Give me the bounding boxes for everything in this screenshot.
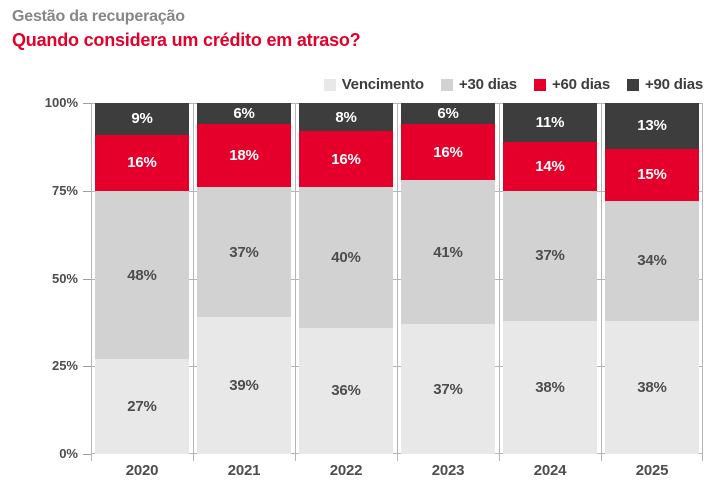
- bar-segment: 38%: [502, 320, 597, 454]
- legend: Vencimento +30 dias +60 dias +90 dias: [91, 76, 703, 93]
- bar-segment: 8%: [298, 103, 393, 132]
- chart-subtitle: Quando considera um crédito em atraso?: [12, 30, 361, 50]
- bar-column: 36% 40% 16% 8%: [298, 103, 393, 454]
- bar-segment-label: 18%: [229, 147, 259, 165]
- grid-line-v: [192, 103, 194, 461]
- legend-label: +90 dias: [644, 76, 703, 93]
- y-tick-label: 100%: [44, 95, 78, 110]
- grid-line-v: [601, 103, 602, 461]
- x-tick-label: 2021: [227, 462, 261, 479]
- bar-segment-label: 41%: [433, 243, 463, 261]
- bar-segment: 39%: [196, 317, 291, 454]
- grid-line-v: [397, 103, 398, 461]
- bar-segment-label: 11%: [535, 113, 565, 131]
- bar-segment-label: 16%: [433, 143, 463, 161]
- bar-column: 38% 37% 14% 11%: [502, 103, 597, 454]
- bar-segment-label: 14%: [535, 157, 565, 175]
- x-tick-label: 2023: [431, 462, 465, 479]
- bar-segment-label: 9%: [131, 110, 153, 128]
- grid-line-v: [702, 103, 703, 461]
- bar-segment: 18%: [196, 124, 291, 188]
- bar-segment-label: 37%: [535, 247, 565, 265]
- y-tick-label: 0%: [59, 446, 78, 461]
- grid-line-v: [91, 103, 92, 461]
- plot-area: 27% 48% 16% 9% 39% 37% 18% 6% 36% 40% 16% 8% 37% 41% 1…: [91, 103, 703, 461]
- bar-segment: 40%: [298, 187, 393, 328]
- bar-segment-label: 40%: [331, 248, 361, 266]
- bar-segment: 15%: [605, 148, 699, 202]
- x-tick-label: 2022: [329, 462, 363, 479]
- y-tick-mark: [83, 103, 91, 104]
- bar-segment: 11%: [502, 103, 597, 142]
- bar-segment: 6%: [401, 103, 495, 125]
- bar-segment: 37%: [502, 190, 597, 321]
- bar-segment-label: 36%: [331, 382, 361, 400]
- legend-swatch: [323, 78, 336, 91]
- bar-segment-label: 37%: [433, 380, 463, 398]
- y-tick-mark: [83, 454, 91, 455]
- y-tick-label: 25%: [51, 358, 78, 374]
- bar-segment: 6%: [196, 103, 291, 125]
- bar-segment: 41%: [401, 180, 495, 325]
- y-tick-label: 50%: [51, 270, 78, 286]
- bar-segment-label: 34%: [637, 252, 667, 270]
- bar-segment: 16%: [401, 124, 495, 181]
- bar-segment: 38%: [605, 320, 699, 454]
- grid-line-v: [294, 103, 296, 461]
- legend-swatch: [626, 78, 639, 91]
- bar-column: 37% 41% 16% 6%: [401, 103, 495, 454]
- bar-segment: 16%: [95, 134, 189, 191]
- bar-column: 27% 48% 16% 9%: [95, 103, 189, 454]
- bar-segment: 9%: [95, 103, 189, 135]
- y-tick-label: 75%: [51, 182, 78, 198]
- bar-segment-label: 16%: [331, 150, 361, 168]
- legend-label: +60 dias: [551, 76, 610, 93]
- legend-swatch: [533, 78, 546, 91]
- legend-item: +60 dias: [533, 76, 610, 93]
- bar-segment: 27%: [95, 359, 189, 454]
- legend-swatch: [440, 78, 453, 91]
- bar-segment-label: 15%: [637, 166, 667, 184]
- chart-title: Gestão da recuperação: [12, 8, 185, 25]
- bar-segment: 34%: [605, 201, 699, 321]
- bar-segment-label: 39%: [229, 377, 259, 395]
- bar-segment: 14%: [502, 141, 597, 191]
- bar-segment-label: 38%: [637, 378, 667, 396]
- y-tick-mark: [83, 190, 91, 192]
- bar-segment-label: 8%: [335, 108, 357, 126]
- y-tick-mark: [83, 366, 91, 368]
- y-tick-mark: [83, 278, 91, 280]
- x-tick-label: 2024: [533, 462, 567, 479]
- bar-segment: 37%: [401, 324, 495, 454]
- bar-column: 39% 37% 18% 6%: [196, 103, 291, 454]
- bar-segment: 13%: [605, 103, 699, 149]
- bar-segment-label: 27%: [127, 398, 157, 416]
- bar-segment: 37%: [196, 187, 291, 318]
- legend-label: Vencimento: [341, 76, 424, 93]
- bar-segment-label: 38%: [535, 378, 565, 396]
- legend-label: +30 dias: [458, 76, 517, 93]
- bar-segment-label: 48%: [127, 266, 157, 284]
- bar-segment: 16%: [298, 131, 393, 188]
- legend-item: +30 dias: [440, 76, 517, 93]
- legend-item: Vencimento: [323, 76, 424, 93]
- grid-line-v: [498, 103, 500, 461]
- bar-segment: 48%: [95, 190, 189, 360]
- bar-segment-label: 6%: [233, 105, 255, 123]
- bar-segment-label: 37%: [229, 243, 259, 261]
- bar-segment: 36%: [298, 327, 393, 454]
- bar-segment-label: 6%: [437, 105, 459, 123]
- bar-segment-label: 16%: [127, 154, 157, 172]
- bar-segment-label: 13%: [637, 117, 667, 135]
- x-tick-label: 2025: [635, 462, 669, 479]
- x-tick-label: 2020: [125, 462, 159, 479]
- bar-column: 38% 34% 15% 13%: [605, 103, 699, 454]
- legend-item: +90 dias: [626, 76, 703, 93]
